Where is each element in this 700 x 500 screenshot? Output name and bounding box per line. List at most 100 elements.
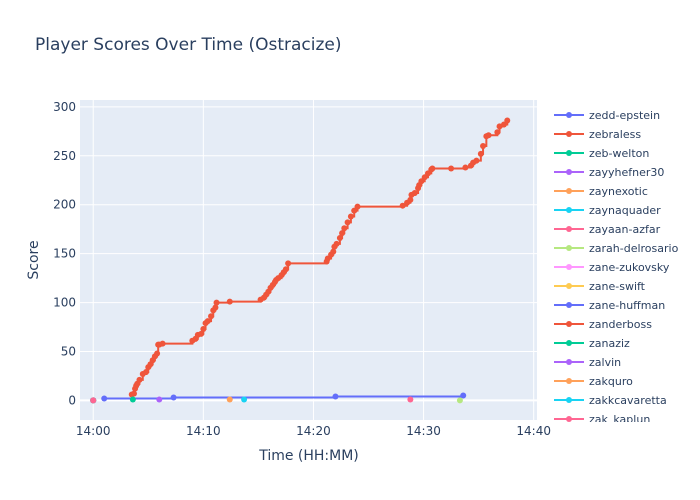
data-point[interactable] <box>448 165 455 172</box>
data-point[interactable] <box>129 396 136 403</box>
data-point[interactable] <box>347 213 354 220</box>
legend-marker <box>566 397 572 403</box>
legend-item[interactable]: zayyhefner30 <box>554 166 664 179</box>
series-zebraless <box>128 117 511 398</box>
grid-lines <box>80 100 537 420</box>
legend-item[interactable]: zeb-welton <box>554 147 649 160</box>
y-tick-label: 0 <box>68 393 76 407</box>
data-point[interactable] <box>424 170 431 177</box>
data-point[interactable] <box>485 132 492 139</box>
data-point[interactable] <box>411 189 418 196</box>
data-point[interactable] <box>500 121 507 128</box>
legend-item[interactable]: zakkcavaretta <box>554 394 667 407</box>
x-tick-label: 14:20 <box>296 424 331 438</box>
data-point[interactable] <box>285 260 292 267</box>
data-point[interactable] <box>156 396 163 403</box>
data-point[interactable] <box>477 150 484 157</box>
data-point[interactable] <box>407 196 414 203</box>
legend-marker <box>566 378 572 384</box>
data-point[interactable] <box>494 129 501 136</box>
data-point[interactable] <box>336 234 343 241</box>
data-point[interactable] <box>282 266 289 273</box>
legend-item[interactable]: zane-swift <box>554 280 646 293</box>
series-zak_kaplun <box>90 397 97 404</box>
data-point[interactable] <box>354 203 361 210</box>
data-point[interactable] <box>213 299 220 306</box>
legend-item[interactable]: zebraless <box>554 128 641 141</box>
legend-item[interactable]: zakquro <box>554 375 633 388</box>
data-point[interactable] <box>200 325 207 332</box>
data-point[interactable] <box>143 369 150 376</box>
series-zayyhefner30 <box>156 396 163 403</box>
x-axis-title: Time (HH:MM) <box>258 448 359 464</box>
series-zedd-epstein <box>101 392 467 402</box>
data-point[interactable] <box>208 313 215 320</box>
data-point[interactable] <box>241 396 248 403</box>
data-point[interactable] <box>136 376 143 383</box>
data-point[interactable] <box>473 157 480 164</box>
legend-marker <box>566 112 572 118</box>
legend-item[interactable]: zayaan-azfar <box>554 223 661 236</box>
x-tick-label: 14:40 <box>516 424 551 438</box>
legend-label: zane-swift <box>589 280 646 293</box>
data-point[interactable] <box>170 394 177 401</box>
data-point[interactable] <box>407 396 414 403</box>
legend-item[interactable]: zaynaquader <box>554 204 661 217</box>
data-point[interactable] <box>226 396 233 403</box>
data-point[interactable] <box>421 174 428 181</box>
legend-marker <box>566 302 572 308</box>
legend-marker <box>566 264 572 270</box>
data-point[interactable] <box>462 164 469 171</box>
data-point[interactable] <box>198 330 205 337</box>
legend-label: zeb-welton <box>589 147 649 160</box>
data-point[interactable] <box>226 298 233 305</box>
data-point[interactable] <box>90 397 97 404</box>
data-point[interactable] <box>101 395 108 402</box>
legend-item[interactable]: zaynexotic <box>554 185 648 198</box>
legend-marker <box>566 207 572 213</box>
series-zeb-welton <box>129 396 136 403</box>
legend-item[interactable]: zalvin <box>554 356 621 369</box>
data-point[interactable] <box>204 318 211 325</box>
y-tick-label: 250 <box>53 149 76 163</box>
data-point[interactable] <box>460 392 467 399</box>
data-point[interactable] <box>333 240 340 247</box>
legend-item[interactable]: zarah-delrosario <box>554 242 679 255</box>
data-point[interactable] <box>130 390 137 397</box>
legend-item[interactable]: zane-huffman <box>554 299 665 312</box>
plot-background <box>80 100 537 420</box>
y-tick-label: 200 <box>53 198 76 212</box>
legend-marker <box>566 416 572 422</box>
legend-label: zaynexotic <box>589 185 648 198</box>
legend-label: zane-huffman <box>589 299 665 312</box>
data-point[interactable] <box>456 397 463 404</box>
legend-label: zedd-epstein <box>589 109 660 122</box>
data-point[interactable] <box>339 230 346 237</box>
legend-item[interactable]: zanderboss <box>554 318 652 331</box>
data-point[interactable] <box>344 219 351 226</box>
legend-marker <box>566 283 572 289</box>
data-point[interactable] <box>332 393 339 400</box>
data-point[interactable] <box>418 178 425 185</box>
data-point[interactable] <box>159 340 166 347</box>
legend-item[interactable]: zane-zukovsky <box>554 261 670 274</box>
legend-item[interactable]: zedd-epstein <box>554 109 660 122</box>
series-zayaan-azfar <box>407 396 414 403</box>
legend-label: zanderboss <box>589 318 652 331</box>
data-point[interactable] <box>504 117 511 124</box>
data-point[interactable] <box>154 350 161 357</box>
data-point[interactable] <box>341 225 348 232</box>
data-point[interactable] <box>429 165 436 172</box>
x-tick-label: 14:00 <box>76 424 111 438</box>
data-point[interactable] <box>480 142 487 149</box>
data-point[interactable] <box>330 248 337 255</box>
data-point[interactable] <box>324 255 331 262</box>
legend-item[interactable]: zanaziz <box>554 337 630 350</box>
legend[interactable]: zedd-epstein zebraless zeb-welton zayyhefne… <box>554 109 679 426</box>
data-point[interactable] <box>212 304 219 311</box>
legend-item[interactable]: zak_kaplun <box>554 413 650 426</box>
data-point[interactable] <box>399 202 406 209</box>
y-axis-title: Score <box>26 240 42 279</box>
data-point[interactable] <box>351 207 358 214</box>
